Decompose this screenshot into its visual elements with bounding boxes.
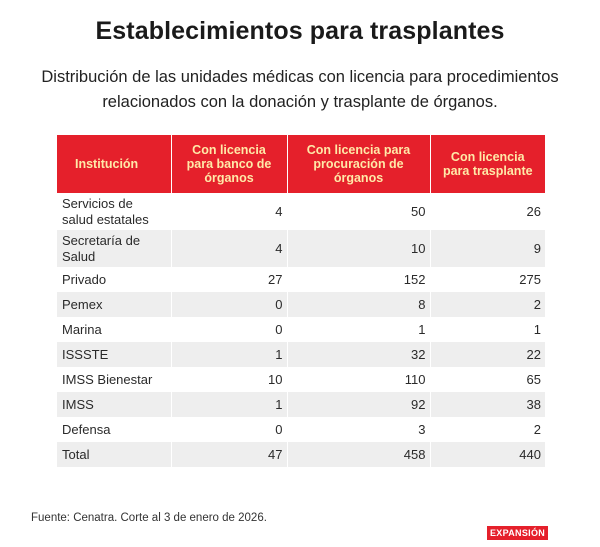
cell-trasplante: 1 <box>430 317 545 342</box>
table-row: Defensa 0 3 2 <box>57 417 545 442</box>
chart-subtitle: Distribución de las unidades médicas con… <box>41 68 559 111</box>
cell-banco: 0 <box>171 417 288 442</box>
column-header-institucion: Institución <box>57 135 172 193</box>
cell-institucion: IMSS <box>57 392 172 417</box>
cell-procuracion: 10 <box>287 230 431 267</box>
cell-trasplante: 9 <box>430 230 545 267</box>
cell-institucion: Secretaría de Salud <box>57 230 172 267</box>
cell-banco: 0 <box>171 317 288 342</box>
cell-procuracion: 458 <box>287 442 431 467</box>
table-row: Privado 27 152 275 <box>57 267 545 292</box>
cell-procuracion: 110 <box>287 367 431 392</box>
cell-institucion: Defensa <box>57 417 172 442</box>
cell-institucion: Privado <box>57 267 172 292</box>
cell-banco: 1 <box>171 342 288 367</box>
cell-banco: 27 <box>171 267 288 292</box>
cell-procuracion: 8 <box>287 292 431 317</box>
cell-banco: 4 <box>171 193 288 230</box>
table-row: IMSS 1 92 38 <box>57 392 545 417</box>
chart-title: Establecimientos para trasplantes <box>95 17 505 45</box>
cell-procuracion: 32 <box>287 342 431 367</box>
column-header-procuracion: Con licencia para procuración de órganos <box>287 135 431 193</box>
table-header-row: Institución Con licencia para banco de ó… <box>57 135 545 193</box>
table-row: Pemex 0 8 2 <box>57 292 545 317</box>
cell-trasplante: 38 <box>430 392 545 417</box>
cell-trasplante: 2 <box>430 292 545 317</box>
cell-trasplante: 65 <box>430 367 545 392</box>
cell-banco: 10 <box>171 367 288 392</box>
cell-procuracion: 1 <box>287 317 431 342</box>
cell-procuracion: 152 <box>287 267 431 292</box>
column-header-trasplante: Con licencia para trasplante <box>430 135 545 193</box>
table-row: Marina 0 1 1 <box>57 317 545 342</box>
cell-banco: 4 <box>171 230 288 267</box>
cell-procuracion: 50 <box>287 193 431 230</box>
cell-banco: 1 <box>171 392 288 417</box>
cell-trasplante: 2 <box>430 417 545 442</box>
cell-procuracion: 92 <box>287 392 431 417</box>
cell-trasplante: 275 <box>430 267 545 292</box>
cell-institucion: Pemex <box>57 292 172 317</box>
column-header-banco: Con licencia para banco de órganos <box>171 135 288 193</box>
cell-banco: 0 <box>171 292 288 317</box>
publisher-logo: EXPANSIÓN <box>487 526 549 540</box>
cell-procuracion: 3 <box>287 417 431 442</box>
cell-trasplante: 22 <box>430 342 545 367</box>
cell-banco: 47 <box>171 442 288 467</box>
data-table: Institución Con licencia para banco de ó… <box>57 135 545 467</box>
table-row: Secretaría de Salud 4 10 9 <box>57 230 545 267</box>
cell-trasplante: 440 <box>430 442 545 467</box>
table-row: Servicios de salud estatales 4 50 26 <box>57 193 545 230</box>
cell-institucion: Total <box>57 442 172 467</box>
cell-institucion: Servicios de salud estatales <box>57 193 172 230</box>
cell-institucion: ISSSTE <box>57 342 172 367</box>
table-row-total: Total 47 458 440 <box>57 442 545 467</box>
cell-institucion: IMSS Bienestar <box>57 367 172 392</box>
table-row: ISSSTE 1 32 22 <box>57 342 545 367</box>
table-row: IMSS Bienestar 10 110 65 <box>57 367 545 392</box>
cell-trasplante: 26 <box>430 193 545 230</box>
cell-institucion: Marina <box>57 317 172 342</box>
source-note: Fuente: Cenatra. Corte al 3 de enero de … <box>31 512 267 524</box>
